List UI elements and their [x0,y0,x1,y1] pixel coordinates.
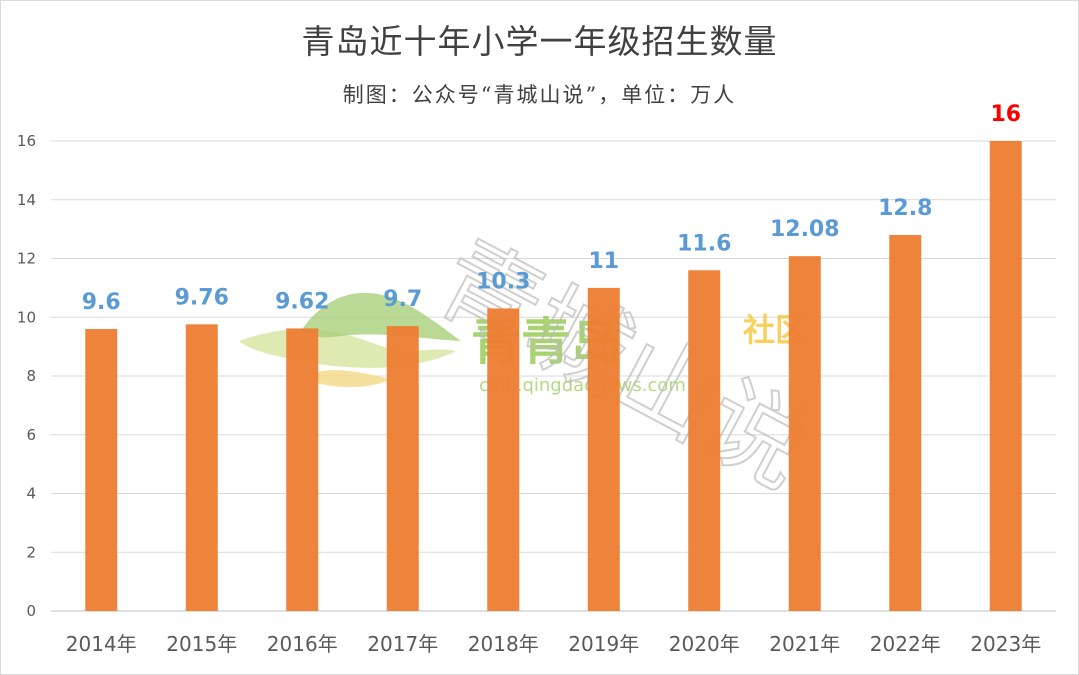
y-tick-label: 4 [26,485,36,503]
data-label: 9.76 [175,285,229,310]
bar [587,287,620,611]
bar [788,256,821,611]
bar [487,308,520,611]
y-tick-label: 12 [17,250,36,268]
x-tick-label: 2015年 [166,632,237,656]
data-label: 9.62 [275,289,329,314]
bar [286,328,319,611]
y-tick-label: 8 [26,367,36,385]
y-tick-label: 16 [17,132,36,150]
watermark-peak-shape [301,292,461,341]
bar [889,235,922,611]
bar [85,329,118,611]
data-label: 9.7 [383,287,422,312]
x-tick-label: 2017年 [367,632,438,656]
data-label: 16 [990,102,1021,127]
x-tick-label: 2020年 [669,632,740,656]
x-tick-label: 2018年 [468,632,539,656]
bar [688,270,721,611]
data-label: 9.6 [82,290,121,315]
data-label: 11.6 [677,231,731,256]
x-tick-label: 2019年 [568,632,639,656]
chart-subtitle: 制图：公众号“青城山说”，单位：万人 [342,83,737,107]
data-label: 11 [588,249,619,274]
data-label: 12.08 [770,217,840,242]
watermark-sand-shape [311,370,391,388]
bar [989,141,1022,611]
x-tick-label: 2022年 [870,632,941,656]
x-tick-label: 2021年 [769,632,840,656]
data-label: 12.8 [878,196,932,221]
bar [386,326,419,611]
x-tick-label: 2023年 [970,632,1041,656]
y-tick-label: 0 [26,602,36,620]
y-tick-label: 14 [17,191,36,209]
y-tick-label: 10 [17,308,36,326]
chart-title: 青岛近十年小学一年级招生数量 [301,22,778,61]
x-tick-label: 2016年 [267,632,338,656]
bar [185,324,218,611]
watermark-url: club.qingdaonews.com [479,375,686,396]
y-tick-label: 6 [26,426,36,444]
y-tick-label: 2 [26,543,36,561]
x-tick-label: 2014年 [66,632,137,656]
data-label: 10.3 [476,269,530,294]
